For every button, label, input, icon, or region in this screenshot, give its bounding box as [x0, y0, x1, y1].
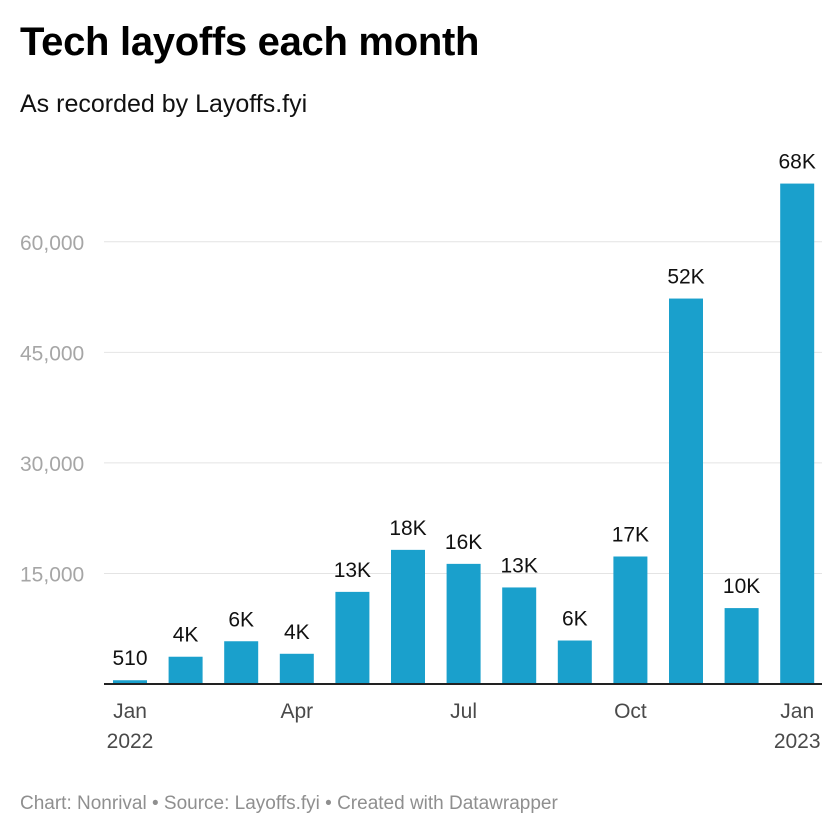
data-label: 4K [284, 621, 310, 644]
data-label: 6K [228, 608, 254, 631]
y-tick-label: 30,000 [20, 453, 84, 476]
data-label: 4K [173, 624, 199, 647]
bar [502, 587, 537, 684]
y-tick-label: 60,000 [20, 232, 84, 255]
x-tick-label: Jul [450, 700, 477, 723]
data-label: 16K [445, 531, 482, 554]
chart-subtitle: As recorded by Layoffs.fyi [20, 90, 308, 118]
data-label: 510 [112, 647, 147, 670]
data-label: 17K [612, 523, 649, 546]
data-label: 10K [723, 575, 760, 598]
x-tick-label: Oct [614, 700, 647, 723]
x-tick-label: Apr [280, 700, 313, 723]
x-axis-ticks: Jan 2022 Apr Jul Oct Jan 2023 [107, 700, 821, 753]
chart-title: Tech layoffs each month [20, 20, 480, 64]
x-tick-year-label: 2022 [107, 730, 154, 753]
bar [557, 640, 592, 684]
data-label: 68K [779, 151, 816, 174]
y-tick-label: 45,000 [20, 342, 84, 365]
bars [113, 183, 815, 684]
x-tick-label: Jan [113, 700, 147, 723]
data-label: 18K [389, 517, 426, 540]
chart-footer: Chart: Nonrival • Source: Layoffs.fyi • … [20, 793, 558, 814]
bar [669, 298, 703, 684]
bar [113, 680, 147, 684]
bar [391, 549, 425, 684]
data-labels: 510 4K 6K 4K 13K 18K 16K 13K 6K 17K 52K 10K 68K [112, 151, 815, 671]
gridlines: 15,000 30,000 45,000 60,000 [20, 232, 822, 586]
bar [168, 656, 203, 684]
x-tick-label: Jan [780, 700, 814, 723]
bar [446, 563, 481, 684]
data-label: 13K [501, 554, 538, 577]
bar [279, 653, 314, 684]
bar [780, 183, 815, 684]
data-label: 13K [334, 559, 371, 582]
data-label: 6K [562, 608, 588, 631]
bar [224, 641, 259, 684]
data-label: 52K [667, 266, 704, 289]
bar [724, 608, 759, 684]
x-tick-year-label: 2023 [774, 730, 821, 753]
y-tick-label: 15,000 [20, 563, 84, 586]
bar [613, 556, 648, 684]
bar [335, 591, 370, 684]
